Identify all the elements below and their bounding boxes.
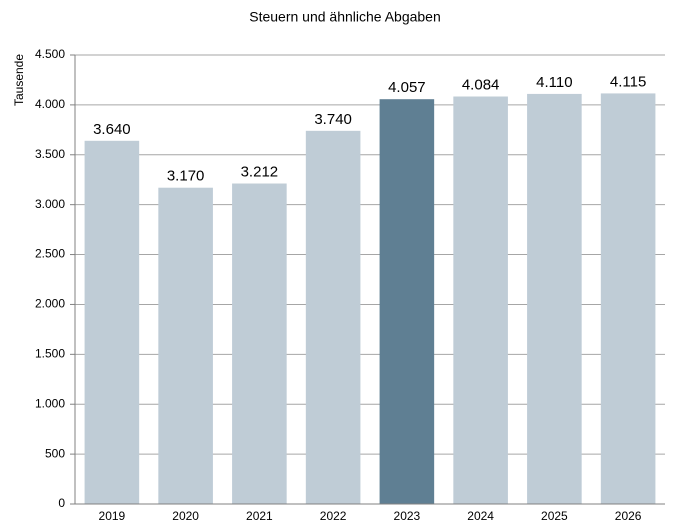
- chart-title: Steuern und ähnliche Abgaben: [249, 9, 441, 25]
- bar: [305, 130, 361, 504]
- y-tick-label: 2.500: [35, 247, 65, 261]
- x-tick-label: 2025: [541, 509, 568, 523]
- bar: [527, 93, 582, 504]
- value-label: 4.110: [536, 74, 572, 91]
- y-tick-label: 0: [58, 496, 65, 510]
- x-tick-label: 2019: [99, 509, 126, 523]
- value-label: 3.740: [314, 111, 352, 128]
- value-label: 4.084: [462, 76, 500, 93]
- x-tick-label: 2021: [246, 509, 273, 523]
- y-tick-label: 4.500: [35, 47, 65, 61]
- value-label: 3.640: [93, 121, 131, 138]
- y-axis-label: Tausende: [12, 54, 26, 106]
- value-label: 4.057: [388, 79, 426, 96]
- y-tick-label: 1.500: [35, 347, 65, 361]
- y-tick-label: 500: [45, 446, 65, 460]
- y-tick-label: 3.500: [35, 147, 65, 161]
- value-label: 3.170: [167, 168, 205, 185]
- bar: [453, 96, 508, 504]
- y-tick-label: 3.000: [35, 197, 65, 211]
- y-tick-label: 1.000: [35, 396, 65, 410]
- x-tick-label: 2024: [467, 509, 494, 523]
- value-label: 4.115: [610, 73, 646, 90]
- value-label: 3.212: [241, 163, 279, 180]
- bar: [600, 93, 656, 505]
- bar: [158, 187, 213, 504]
- y-tick-label: 4.000: [35, 97, 65, 111]
- bar: [84, 140, 140, 504]
- bar: [232, 183, 287, 504]
- x-tick-label: 2026: [615, 509, 642, 523]
- bar: [379, 99, 435, 505]
- x-tick-label: 2022: [320, 509, 347, 523]
- x-tick-label: 2020: [172, 509, 199, 523]
- y-tick-label: 2.000: [35, 297, 65, 311]
- x-tick-label: 2023: [394, 509, 421, 523]
